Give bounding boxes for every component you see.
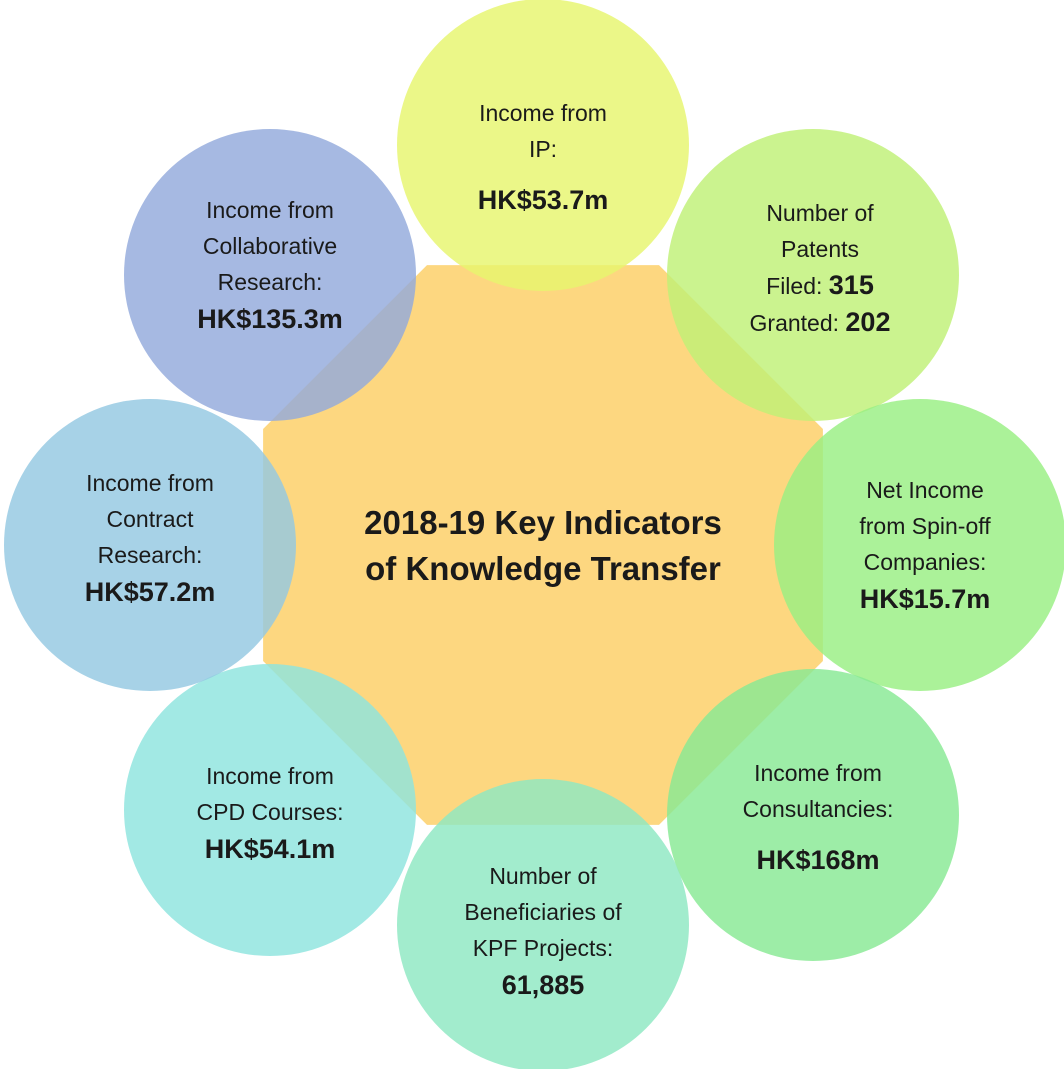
indicator-text: Number of Patents Filed: 315 Granted: 202	[690, 195, 950, 341]
indicator-text: Number of Beneficiaries of KPF Projects: 61…	[413, 858, 673, 1004]
indicator-value: HK$53.7m	[477, 185, 609, 215]
indicator-item: Granted: 202	[690, 304, 950, 341]
indicator-circle	[774, 399, 1064, 691]
indicator-value: HK$15.7m	[859, 584, 991, 614]
indicator-item: Filed: 315	[690, 267, 950, 304]
indicator-label: Companies:	[863, 549, 987, 575]
indicator-label: Beneficiaries of	[464, 899, 622, 925]
indicator-circle	[667, 669, 959, 961]
indicator-label: Income from	[754, 760, 882, 786]
item-label: Filed:	[766, 273, 829, 299]
indicator-label: Contract	[106, 506, 194, 532]
indicator-label: KPF Projects:	[472, 935, 614, 961]
indicator-circle	[667, 129, 959, 421]
indicator-label: IP:	[528, 136, 558, 162]
indicator-label: Income from	[206, 197, 334, 223]
title-line: 2018-19 Key Indicators	[364, 504, 722, 541]
indicator-circle	[4, 399, 296, 691]
indicator-circle	[124, 129, 416, 421]
indicator-value: HK$54.1m	[204, 834, 336, 864]
indicator-label: Income from	[206, 763, 334, 789]
indicator-circle	[397, 779, 689, 1069]
indicator-value: HK$168m	[756, 845, 880, 875]
indicator-label: from Spin-off	[859, 513, 991, 539]
indicator-label: Collaborative	[202, 233, 338, 259]
center-octagon	[263, 265, 823, 825]
indicator-label: Number of	[766, 200, 874, 226]
indicator-value: HK$135.3m	[197, 304, 343, 334]
indicator-value: 61,885	[501, 970, 585, 1000]
item-label: Granted:	[749, 310, 846, 336]
indicator-text: Income from Consultancies: HK$168m	[688, 755, 948, 879]
indicator-value: HK$57.2m	[84, 577, 216, 607]
indicator-label: Research:	[97, 542, 203, 568]
indicator-text: Income from CPD Courses: HK$54.1m	[140, 758, 400, 868]
indicator-label: Research:	[217, 269, 323, 295]
indicator-label: Patents	[781, 236, 859, 262]
center-title: 2018-19 Key Indicators of Knowledge Tran…	[303, 500, 783, 592]
item-value: 315	[828, 270, 874, 300]
indicator-label: CPD Courses:	[196, 799, 344, 825]
indicator-circle	[124, 664, 416, 956]
title-line: of Knowledge Transfer	[365, 550, 721, 587]
indicator-label: Income from	[86, 470, 214, 496]
indicator-circle	[397, 0, 689, 291]
indicator-label: Number of	[489, 863, 597, 889]
indicator-text: Income from IP: HK$53.7m	[413, 95, 673, 219]
indicator-text: Income from Contract Research: HK$57.2m	[20, 465, 280, 611]
indicator-label: Net Income	[866, 477, 984, 503]
indicator-label: Income from	[479, 100, 607, 126]
item-value: 202	[845, 307, 891, 337]
indicator-text: Net Income from Spin-off Companies: HK$15.7…	[795, 472, 1055, 618]
indicator-label: Consultancies:	[742, 796, 894, 822]
indicator-text: Income from Collaborative Research: HK$135.…	[140, 192, 400, 338]
